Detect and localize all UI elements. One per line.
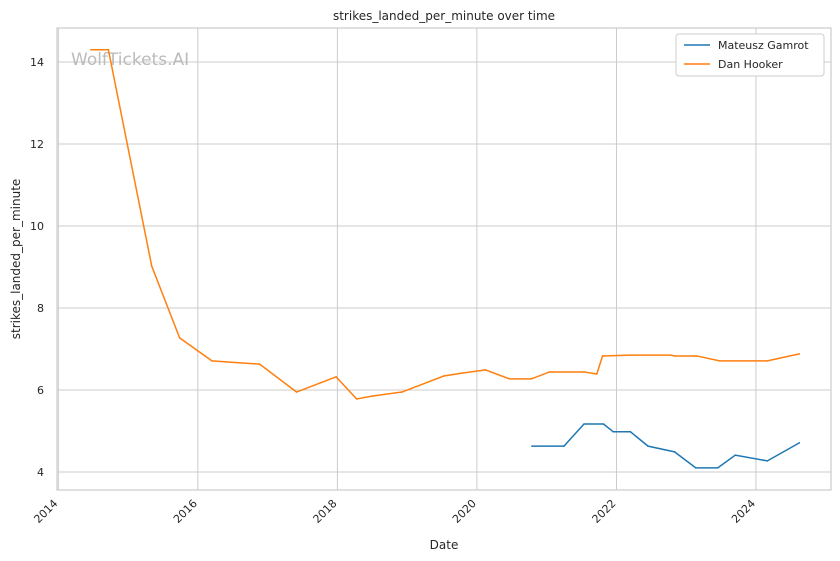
data-point [629,430,632,433]
data-point [258,363,261,365]
data-point [798,442,801,444]
y-tick-label: 14 [30,56,44,69]
data-point [371,395,373,397]
data-point [583,423,585,425]
data-point [695,355,698,357]
watermark: WolfTickets.AI [71,50,189,70]
data-point [596,373,598,375]
data-point [628,354,631,356]
data-point [602,423,605,425]
data-point [734,454,737,456]
data-point [674,355,677,357]
data-point [716,467,719,469]
y-tick-label: 4 [37,466,44,479]
data-point [673,451,676,453]
y-tick-label: 12 [30,138,44,151]
data-point [563,445,565,447]
data-point [107,48,110,51]
data-point [601,355,604,357]
y-tick-label: 8 [37,302,44,315]
data-point [443,375,445,377]
data-point [178,337,181,339]
data-point [335,376,337,378]
data-point [355,398,358,400]
data-point [150,265,153,267]
data-point [211,360,213,362]
data-point [583,371,585,373]
y-tick-label: 10 [30,220,44,233]
data-point [531,445,533,447]
data-point [401,391,403,393]
y-axis-label: strikes_landed_per_minute [9,179,23,340]
legend-label-gamrot: Mateusz Gamrot [718,39,809,52]
data-point [461,372,463,374]
legend: Mateusz Gamrot Dan Hooker [675,33,825,77]
data-point [798,353,801,355]
data-point [484,369,487,371]
plot-area [56,27,832,491]
data-point [766,460,769,462]
x-tick-label: 2022 [590,497,619,526]
x-tick-label: 2020 [450,497,479,526]
x-tick-label: 2014 [31,497,60,526]
data-point [295,391,298,393]
data-point [669,354,672,356]
data-point [612,430,615,433]
x-tick-label: 2016 [171,497,200,526]
data-point [548,371,551,373]
legend-label-hooker: Dan Hooker [718,58,783,71]
chart-title: strikes_landed_per_minute over time [333,9,555,23]
data-point [508,378,511,380]
data-point [647,445,649,447]
data-point [530,378,533,380]
data-point [766,360,769,362]
x-tick-label: 2024 [729,497,758,526]
x-axis-label: Date [430,538,459,552]
x-tick-label: 2018 [311,497,340,526]
data-point [718,360,721,362]
y-tick-label: 6 [37,384,44,397]
data-point [694,467,697,469]
data-point [90,48,92,51]
